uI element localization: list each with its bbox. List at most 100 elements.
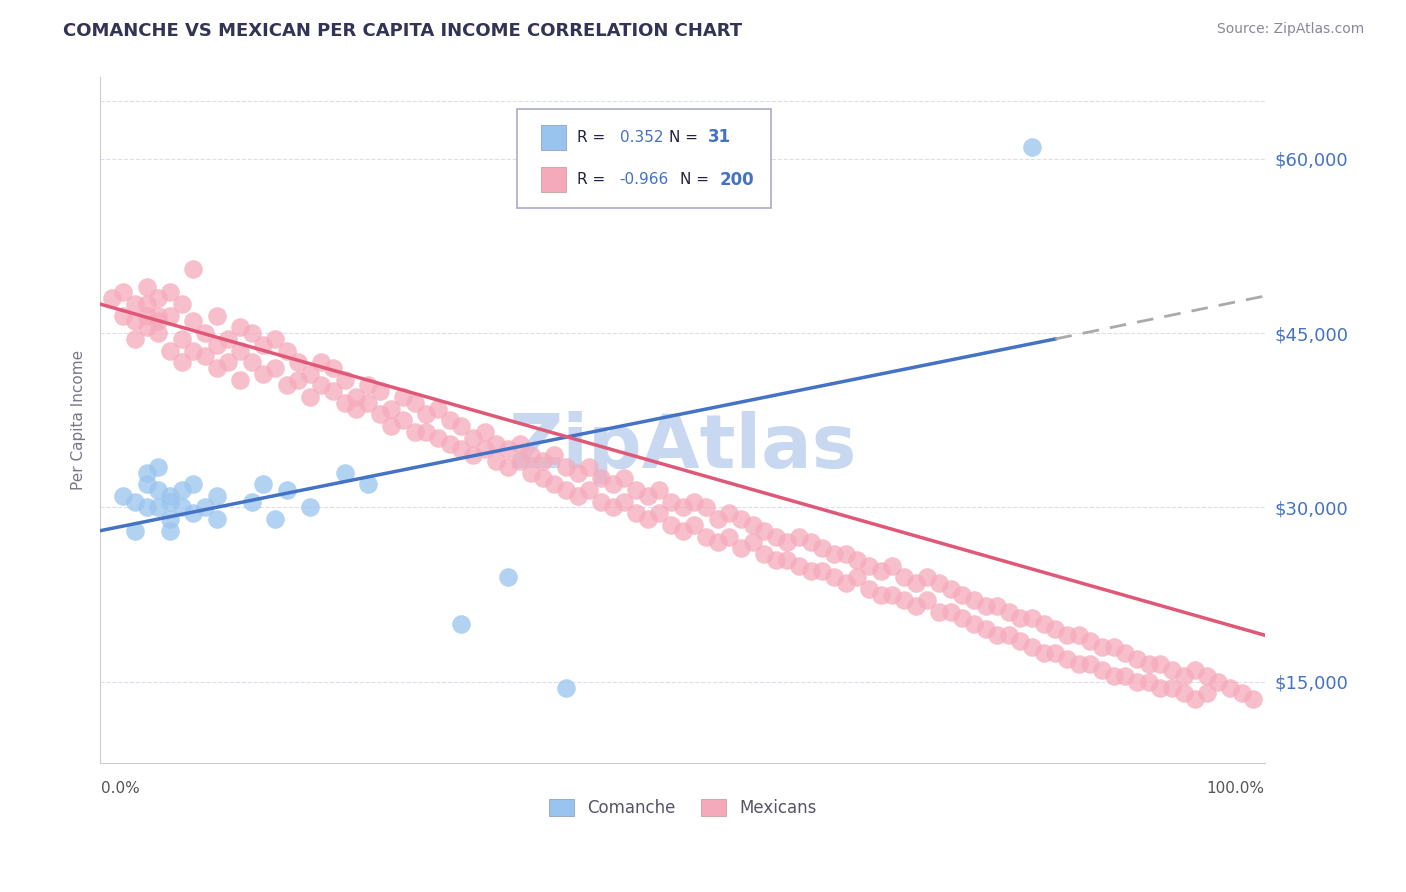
- Point: [194, 326, 217, 340]
- Point: [1067, 628, 1090, 642]
- Point: [380, 401, 402, 416]
- Point: [1219, 681, 1241, 695]
- Point: [450, 616, 472, 631]
- Point: [346, 390, 368, 404]
- Text: -0.966: -0.966: [620, 172, 669, 187]
- Point: [496, 459, 519, 474]
- Text: Source: ZipAtlas.com: Source: ZipAtlas.com: [1216, 22, 1364, 37]
- Point: [555, 483, 578, 497]
- Point: [333, 396, 356, 410]
- Text: 200: 200: [720, 171, 754, 189]
- Point: [765, 553, 787, 567]
- Point: [823, 547, 845, 561]
- Point: [974, 599, 997, 614]
- Point: [1010, 634, 1032, 648]
- Point: [882, 588, 904, 602]
- Point: [939, 582, 962, 596]
- Point: [800, 565, 823, 579]
- Point: [659, 494, 682, 508]
- Point: [170, 332, 193, 346]
- Point: [368, 408, 391, 422]
- Point: [950, 588, 973, 602]
- Point: [311, 378, 333, 392]
- Point: [834, 576, 856, 591]
- Point: [846, 553, 869, 567]
- Point: [858, 558, 880, 573]
- Point: [543, 448, 565, 462]
- Point: [1045, 623, 1067, 637]
- Point: [450, 419, 472, 434]
- Point: [1137, 657, 1160, 672]
- Point: [531, 471, 554, 485]
- Point: [754, 524, 776, 538]
- Point: [159, 489, 181, 503]
- Point: [509, 436, 531, 450]
- Point: [135, 477, 157, 491]
- Point: [1032, 646, 1054, 660]
- Point: [333, 373, 356, 387]
- Point: [148, 483, 170, 497]
- Point: [882, 558, 904, 573]
- Point: [1114, 669, 1136, 683]
- Point: [730, 541, 752, 555]
- Point: [183, 506, 205, 520]
- Point: [415, 425, 437, 439]
- Point: [520, 448, 543, 462]
- Point: [357, 396, 380, 410]
- Point: [1056, 628, 1078, 642]
- Point: [869, 588, 891, 602]
- Point: [159, 512, 181, 526]
- Point: [485, 436, 508, 450]
- Point: [112, 309, 135, 323]
- Point: [252, 337, 274, 351]
- Point: [474, 425, 496, 439]
- Point: [915, 593, 938, 607]
- Point: [311, 355, 333, 369]
- Point: [298, 390, 321, 404]
- Point: [112, 489, 135, 503]
- Point: [1160, 663, 1182, 677]
- Point: [1149, 657, 1171, 672]
- Point: [439, 413, 461, 427]
- Point: [124, 332, 146, 346]
- Point: [974, 623, 997, 637]
- Point: [1195, 669, 1218, 683]
- Legend: Comanche, Mexicans: Comanche, Mexicans: [543, 792, 823, 823]
- Point: [276, 483, 298, 497]
- Point: [602, 477, 624, 491]
- Point: [904, 576, 927, 591]
- Point: [613, 494, 636, 508]
- Point: [148, 309, 170, 323]
- Point: [741, 517, 763, 532]
- Point: [567, 489, 589, 503]
- Point: [648, 506, 671, 520]
- Point: [1091, 640, 1114, 654]
- Text: N =: N =: [669, 129, 703, 145]
- Point: [567, 466, 589, 480]
- Point: [450, 442, 472, 457]
- Text: 0.0%: 0.0%: [101, 780, 141, 796]
- Point: [205, 337, 228, 351]
- Point: [765, 529, 787, 543]
- Point: [986, 599, 1008, 614]
- Point: [531, 454, 554, 468]
- Point: [776, 535, 799, 549]
- Point: [1056, 651, 1078, 665]
- Point: [1208, 674, 1230, 689]
- Text: R =: R =: [578, 129, 610, 145]
- Point: [101, 291, 124, 305]
- Point: [637, 489, 659, 503]
- Point: [741, 535, 763, 549]
- Point: [683, 517, 706, 532]
- Point: [928, 576, 950, 591]
- Point: [893, 570, 915, 584]
- Point: [800, 535, 823, 549]
- Point: [602, 500, 624, 515]
- Point: [776, 553, 799, 567]
- Point: [183, 314, 205, 328]
- Point: [159, 494, 181, 508]
- Point: [287, 355, 309, 369]
- Point: [170, 500, 193, 515]
- Point: [439, 436, 461, 450]
- Point: [591, 471, 613, 485]
